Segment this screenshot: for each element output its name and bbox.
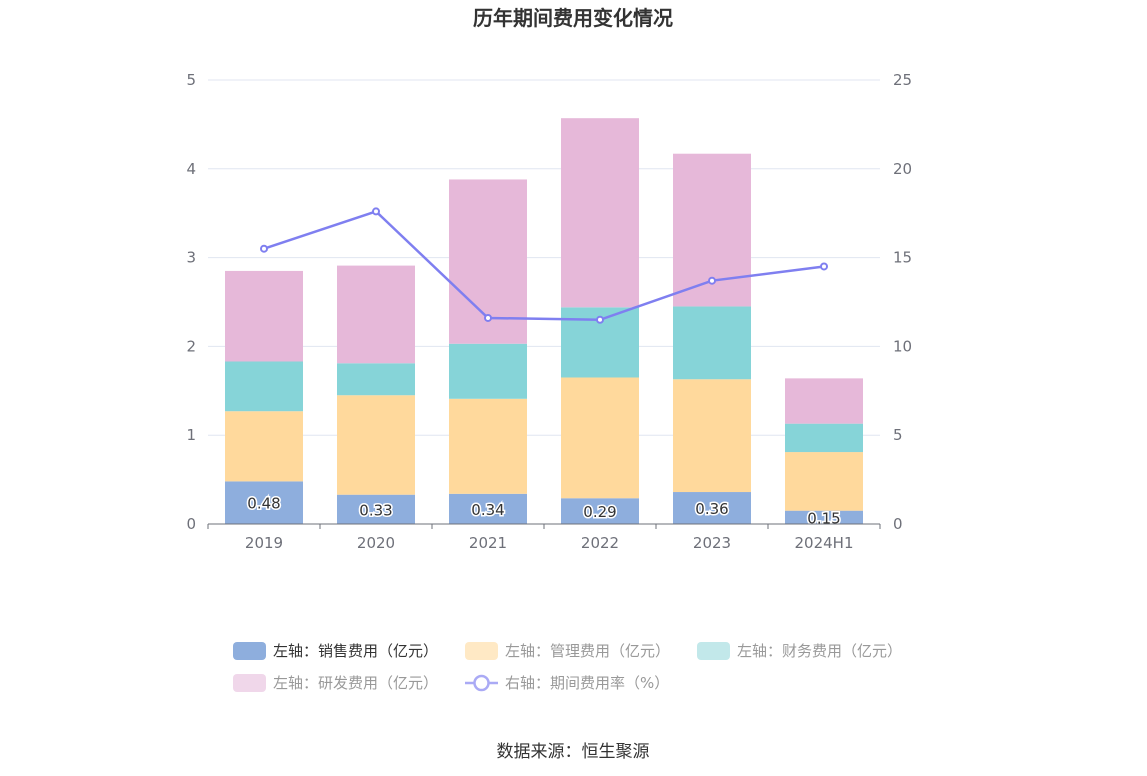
right-tick-label: 25 bbox=[893, 71, 912, 89]
rate-point bbox=[708, 276, 716, 285]
rate-point bbox=[596, 315, 604, 324]
bar-value-label: 0.48 bbox=[247, 495, 280, 513]
left-tick-label: 5 bbox=[186, 71, 196, 89]
right-tick-label: 20 bbox=[893, 160, 912, 178]
bar-value-label: 0.33 bbox=[359, 501, 392, 519]
right-tick-label: 15 bbox=[893, 249, 912, 267]
left-tick-label: 2 bbox=[186, 337, 196, 355]
rate-point bbox=[372, 207, 380, 216]
bar-segment bbox=[673, 306, 751, 380]
legend-label: 右轴：期间费用率（%） bbox=[505, 674, 669, 692]
bar-segment bbox=[673, 379, 751, 493]
x-tick-label: 2021 bbox=[469, 534, 507, 552]
grid-lines bbox=[208, 79, 880, 436]
source-text: 数据来源：恒生聚源 bbox=[497, 742, 650, 762]
left-axis: 0 1 2 3 4 5 bbox=[186, 71, 196, 533]
x-tick-label: 2019 bbox=[245, 534, 283, 552]
bar-segment bbox=[785, 423, 863, 453]
bar-segment bbox=[561, 498, 639, 524]
left-tick-label: 1 bbox=[186, 426, 196, 444]
legend-swatch bbox=[697, 642, 730, 660]
bar-segment bbox=[337, 494, 415, 524]
legend-swatch-marker bbox=[473, 674, 490, 692]
rate-point bbox=[260, 244, 268, 253]
bar-segment bbox=[225, 270, 303, 362]
left-tick-label: 4 bbox=[186, 160, 196, 178]
legend-swatch bbox=[233, 674, 266, 692]
bar-segment bbox=[337, 395, 415, 495]
rate-point bbox=[820, 262, 828, 271]
bar-segment bbox=[673, 492, 751, 524]
right-tick-label: 10 bbox=[893, 337, 912, 355]
bar-segment bbox=[449, 493, 527, 524]
legend: 左轴：销售费用（亿元） 左轴：管理费用（亿元） 左轴：财务费用（亿元） 左轴：研发费用… bbox=[233, 642, 902, 692]
bar-segment bbox=[225, 481, 303, 524]
bar-segment bbox=[785, 452, 863, 511]
right-tick-label: 5 bbox=[893, 426, 903, 444]
bar-segment bbox=[785, 378, 863, 424]
x-axis: 2019 2020 2021 2022 2023 2024H1 bbox=[207, 523, 881, 552]
bar-segment bbox=[561, 118, 639, 308]
bar-series bbox=[225, 118, 863, 524]
x-tick-label: 2024H1 bbox=[795, 534, 854, 552]
x-tick-label: 2022 bbox=[581, 534, 619, 552]
legend-swatch bbox=[233, 642, 266, 660]
chart-title: 历年期间费用变化情况 bbox=[473, 6, 673, 30]
legend-label: 左轴：财务费用（亿元） bbox=[737, 642, 902, 660]
legend-swatch bbox=[465, 642, 498, 660]
left-tick-label: 0 bbox=[186, 515, 196, 533]
bar-value-label: 0.15 bbox=[807, 509, 840, 527]
legend-label: 左轴：管理费用（亿元） bbox=[505, 642, 670, 660]
left-tick-label: 3 bbox=[186, 249, 196, 267]
bar-value-label: 0.34 bbox=[471, 501, 504, 519]
bar-segment bbox=[449, 398, 527, 494]
bar-segment bbox=[337, 265, 415, 364]
right-tick-label: 0 bbox=[893, 515, 903, 533]
x-tick-label: 2020 bbox=[357, 534, 395, 552]
bar-labels: 0.48 0.33 0.34 0.29 0.36 0.15 bbox=[246, 493, 842, 529]
legend-label: 左轴：销售费用（亿元） bbox=[273, 642, 438, 660]
right-axis: 0 5 10 15 20 25 bbox=[893, 71, 912, 533]
bar-segment bbox=[561, 377, 639, 499]
bar-segment bbox=[225, 361, 303, 412]
bar-segment bbox=[337, 363, 415, 396]
bar-segment bbox=[449, 343, 527, 399]
line-series bbox=[260, 207, 828, 324]
x-tick-label: 2023 bbox=[693, 534, 731, 552]
bar-value-label: 0.36 bbox=[695, 500, 728, 518]
bar-value-label: 0.29 bbox=[583, 503, 616, 521]
bar-segment bbox=[225, 411, 303, 482]
rate-line bbox=[263, 210, 825, 322]
legend-label: 左轴：研发费用（亿元） bbox=[273, 674, 438, 692]
rate-point bbox=[484, 313, 492, 322]
bar-segment bbox=[785, 510, 863, 524]
